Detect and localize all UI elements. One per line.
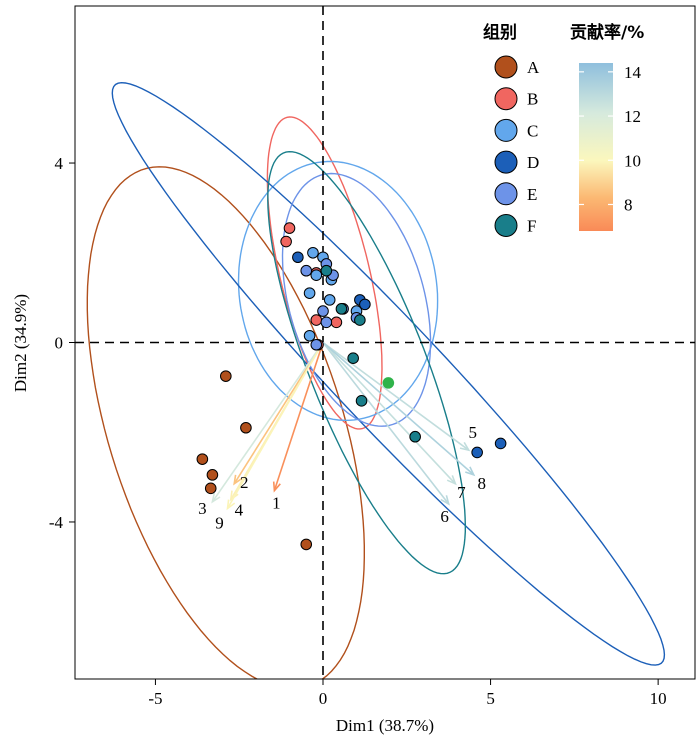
point-D-4 (471, 446, 483, 459)
point-C-1 (307, 246, 319, 259)
point-C-8 (303, 329, 316, 342)
ellipse-D (111, 81, 666, 666)
legend-marker-E (494, 182, 518, 206)
ellipse-F (267, 150, 466, 575)
x-tick-label--5: -5 (148, 689, 162, 708)
loading-arrow-1 (273, 342, 324, 491)
point-D-5 (494, 437, 507, 450)
point-A-4 (206, 469, 219, 481)
point-F-6 (409, 430, 421, 443)
confidence-ellipses (86, 81, 666, 679)
loading-label-4: 4 (235, 501, 244, 520)
y-tick-label--4: -4 (49, 513, 64, 532)
x-tick-label-5: 5 (486, 689, 495, 708)
y-tick-label-0: 0 (55, 334, 64, 353)
point-E-5 (320, 316, 333, 329)
loading-label-3: 3 (198, 499, 207, 518)
loading-labels: 1 2 3 49 5 67 8 (198, 423, 486, 532)
loading-arrowhead-2 (233, 474, 243, 486)
loading-label-7: 7 (457, 483, 466, 502)
point-D-3 (359, 298, 371, 311)
colorbar-tick-label-10: 10 (624, 151, 641, 170)
point-B-2 (280, 235, 292, 248)
y-axis-label: Dim2 (34.9%) (11, 294, 30, 392)
colorbar-tick-label-12: 12 (624, 107, 641, 126)
y-tick-label-4: 4 (55, 154, 64, 173)
point-C-5 (303, 287, 316, 299)
point-A-2 (240, 421, 252, 434)
colorbar-gradient (579, 63, 613, 231)
point-E-1 (300, 264, 313, 277)
colorbar-tick-label-8: 8 (624, 195, 633, 214)
colorbar-tick-label-14: 14 (624, 63, 642, 82)
colorbar-title: 贡献率/% (570, 22, 644, 43)
loading-arrow-5 (322, 341, 470, 451)
extra-point-1 (382, 377, 395, 389)
loading-arrow-7 (322, 341, 456, 485)
loading-label-2: 2 (240, 473, 249, 492)
point-D-1 (292, 251, 304, 264)
loading-arrowhead-9 (226, 499, 236, 511)
loading-arrows (211, 341, 476, 511)
ellipse-E (281, 172, 432, 427)
colorbar: 贡献率/% 14 12 10 8 (570, 22, 644, 231)
loading-label-5: 5 (469, 423, 478, 442)
point-F-2 (335, 303, 348, 315)
loading-arrowhead-4 (229, 490, 239, 502)
loading-label-1: 1 (272, 494, 281, 513)
x-tick-label-0: 0 (319, 689, 328, 708)
legend-marker-C (494, 118, 518, 142)
point-B-4 (310, 314, 323, 326)
legend-marker-D (494, 150, 518, 174)
loading-label-8: 8 (478, 474, 487, 493)
legend-title: 组别 (483, 22, 517, 43)
point-E-8 (310, 338, 323, 351)
point-E-4 (317, 305, 329, 317)
legend-label-B: B (527, 90, 538, 109)
legend-label-E: E (527, 185, 537, 204)
ellipse-C (237, 160, 439, 421)
legend-marker-B (494, 87, 518, 111)
loading-arrow-2 (233, 342, 324, 485)
point-F-4 (347, 352, 359, 365)
point-C-3 (310, 269, 323, 282)
legend-marker-F (494, 214, 518, 237)
legend-label-F: F (527, 217, 536, 236)
point-A-5 (204, 482, 217, 495)
point-A-1 (220, 370, 232, 382)
legend-label-A: A (527, 58, 540, 77)
point-A-3 (196, 453, 209, 465)
x-axis-label: Dim1 (38.7%) (336, 716, 434, 735)
loading-arrowhead-8 (465, 466, 476, 477)
legend-label-C: C (527, 121, 538, 140)
loading-arrowhead-7 (446, 475, 457, 486)
loading-arrowhead-5 (459, 441, 471, 452)
loading-arrow-6 (322, 342, 450, 505)
individual-points (196, 222, 507, 551)
loading-label-6: 6 (440, 507, 449, 526)
loading-arrowhead-1 (272, 481, 281, 493)
point-B-5 (330, 316, 343, 329)
loading-arrowhead-3 (211, 492, 221, 504)
loading-arrow-9 (226, 342, 324, 509)
point-C-6 (323, 294, 336, 306)
loading-arrowhead-6 (440, 495, 450, 506)
loading-arrow-8 (322, 341, 475, 476)
point-B-1 (283, 222, 296, 234)
point-A-6 (300, 538, 313, 551)
loading-arrow-3 (211, 342, 324, 503)
point-F-1 (320, 264, 333, 277)
legend-marker-A (494, 55, 518, 79)
axes: -5 0 5 10 -4 0 4 (49, 154, 667, 708)
ellipse-A (86, 166, 365, 679)
point-F-5 (355, 395, 368, 407)
loading-label-9: 9 (215, 514, 224, 533)
x-tick-label-10: 10 (650, 689, 667, 708)
point-F-3 (354, 314, 366, 326)
legend-label-D: D (527, 153, 539, 172)
